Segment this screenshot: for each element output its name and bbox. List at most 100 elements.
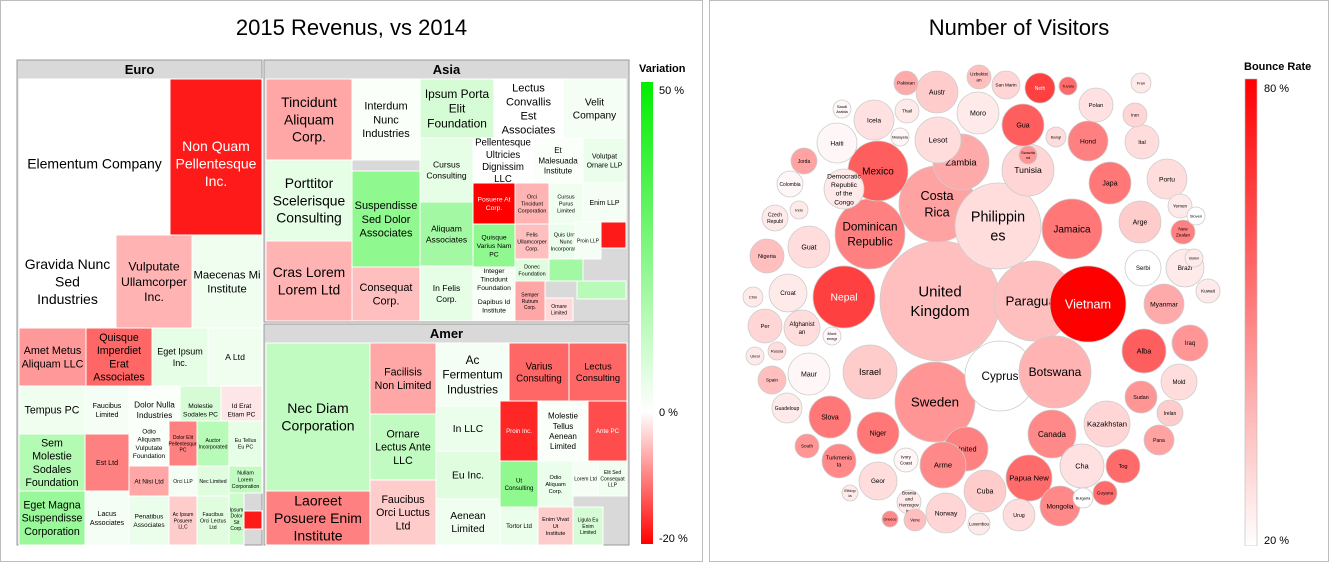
- treemap-tile-aenean-limited[interactable]: [435, 498, 501, 546]
- treemap-tile-blank[interactable]: [548, 258, 584, 282]
- bubble-guat[interactable]: [787, 225, 831, 269]
- treemap-tile-eu-tellus-eu-pc[interactable]: [228, 420, 263, 467]
- treemap-tile-pellentesque-ultricies-dignissim-llc[interactable]: [472, 137, 534, 184]
- treemap-tile-amet-metus-aliquam-llc[interactable]: [18, 327, 87, 387]
- bubble-bulgaria[interactable]: [1072, 487, 1094, 509]
- treemap-tile-blank[interactable]: [243, 510, 263, 530]
- bubble-niger[interactable]: [856, 411, 900, 455]
- treemap-tile-facilisis-non-limited[interactable]: [369, 342, 437, 415]
- bubble-croat[interactable]: [768, 273, 808, 313]
- treemap-tile-dolor-elit-pellentesque-pc[interactable]: [168, 420, 198, 467]
- bubble-jorda[interactable]: [790, 147, 818, 175]
- treemap-tile-velit-company[interactable]: [562, 78, 627, 139]
- treemap-tile-eget-ipsum-inc[interactable]: [151, 327, 209, 387]
- bubble-alba[interactable]: [1121, 328, 1167, 374]
- bubble-arme[interactable]: [919, 441, 967, 489]
- bubble-thail[interactable]: [894, 98, 920, 124]
- bubble-mont-enegr[interactable]: [822, 326, 842, 346]
- bubble-moro[interactable]: [956, 91, 1000, 135]
- bubble-kuwait[interactable]: [1195, 278, 1221, 304]
- bubble-vene[interactable]: [903, 508, 927, 532]
- bubble-japa[interactable]: [1088, 161, 1132, 205]
- bubble-mold[interactable]: [1160, 363, 1198, 401]
- bubble-iraq[interactable]: [1171, 324, 1209, 362]
- treemap-tile-orci-llp[interactable]: [168, 465, 198, 497]
- bubble-turkmenista[interactable]: [821, 443, 857, 479]
- treemap-tile-est-ltd[interactable]: [84, 433, 130, 492]
- treemap-tile-lorem-ltd[interactable]: [572, 460, 599, 497]
- treemap-tile-et-malesuada-institute[interactable]: [532, 137, 584, 184]
- bubble-portu[interactable]: [1146, 158, 1188, 200]
- bubble-new-zealan[interactable]: [1170, 219, 1196, 245]
- bubble-israel[interactable]: [842, 344, 898, 400]
- treemap-tile-maecenas-mi-institute[interactable]: [191, 234, 263, 329]
- bubble-polan[interactable]: [1078, 87, 1114, 123]
- treemap-tile-blank[interactable]: [576, 280, 627, 300]
- bubble-arge[interactable]: [1118, 200, 1162, 244]
- treemap-tile-cursus-consulting[interactable]: [419, 137, 474, 203]
- bubble-russia[interactable]: [767, 341, 787, 361]
- treemap-tile-in-felis-corp[interactable]: [419, 265, 474, 322]
- bubble-ethiopia[interactable]: [841, 484, 859, 502]
- treemap-tile-dapibus-id-institute[interactable]: [472, 290, 516, 322]
- treemap-tile-aliquam-associates[interactable]: [419, 201, 474, 267]
- bubble-sloven[interactable]: [1186, 206, 1206, 226]
- bubble-geor[interactable]: [858, 461, 898, 501]
- treemap-tile-ligula-eu-enim-limited[interactable]: [572, 506, 604, 546]
- bubble-fran[interactable]: [1130, 72, 1152, 94]
- bubble-myanmar[interactable]: [1143, 283, 1185, 325]
- bubble-dominican-republic[interactable]: [834, 198, 906, 270]
- treemap-tile-nullam-lorem-corporation[interactable]: [228, 465, 263, 494]
- treemap-tile-at-nisi-ltd[interactable]: [128, 465, 170, 497]
- treemap-tile-laoreet-posuere-enim-institute[interactable]: [265, 490, 371, 546]
- bubble-south[interactable]: [794, 433, 820, 459]
- bubble-nepal[interactable]: [812, 265, 876, 329]
- bubble-cuba[interactable]: [963, 469, 1007, 513]
- treemap-tile-auctor-incorporated[interactable]: [196, 420, 230, 467]
- treemap-tile-tincidunt-aliquam-corp[interactable]: [265, 78, 353, 161]
- treemap-tile-ac-ipsum-posuere-llc[interactable]: [168, 495, 198, 546]
- treemap-tile-eget-magna-suspendisse-corporation[interactable]: [18, 490, 86, 546]
- bubble-icela[interactable]: [853, 99, 895, 141]
- treemap-tile-tortor-ltd[interactable]: [499, 506, 539, 546]
- bubble-greece[interactable]: [881, 510, 899, 528]
- treemap-tile-ornare-limited[interactable]: [544, 297, 574, 322]
- treemap-tile-lacus-associates[interactable]: [84, 490, 130, 546]
- treemap-tile-nec-limited[interactable]: [196, 465, 230, 497]
- bubble-ukrai[interactable]: [745, 346, 765, 366]
- treemap-tile-semper-rutrum-corp[interactable]: [514, 280, 546, 322]
- bubble-yemen[interactable]: [1167, 193, 1193, 219]
- bubble-neth[interactable]: [1024, 72, 1056, 104]
- bubble-urug[interactable]: [1002, 498, 1036, 532]
- treemap-tile-blank[interactable]: [600, 221, 627, 249]
- treemap-tile-quisque-imperdiet-erat-associates[interactable]: [85, 327, 153, 387]
- treemap-tile-ipsum-porta-elit-foundation[interactable]: [419, 78, 495, 139]
- treemap-tile-faucibus-orci-luctus-ltd[interactable]: [369, 479, 437, 546]
- treemap-tile-ante-pc[interactable]: [587, 400, 628, 462]
- bubble-san-marin[interactable]: [991, 70, 1021, 100]
- bubble-ivory-coast[interactable]: [893, 447, 919, 473]
- bubble-lesot[interactable]: [914, 116, 962, 164]
- bubble-nigeria[interactable]: [749, 238, 785, 274]
- bubble-slova[interactable]: [808, 395, 852, 439]
- bubble-gua[interactable]: [1001, 103, 1045, 147]
- bubble-guyana[interactable]: [1092, 480, 1118, 506]
- treemap-tile-tempus-pc[interactable]: [18, 385, 86, 435]
- bubble-per[interactable]: [747, 308, 783, 344]
- bubble-irelan[interactable]: [1156, 399, 1184, 427]
- treemap-tile-posuere-at-corp[interactable]: [472, 182, 516, 225]
- treemap-tile-interdum-nunc-industries[interactable]: [351, 78, 421, 161]
- bubble-indo[interactable]: [789, 200, 809, 220]
- treemap-tile-cras-lorem-lorem-ltd[interactable]: [265, 240, 353, 322]
- treemap-tile-faucibus-limited[interactable]: [84, 385, 130, 435]
- bubble-haiti[interactable]: [816, 122, 858, 164]
- bubble-afghanistan[interactable]: [783, 309, 821, 347]
- bubble-pana[interactable]: [1143, 424, 1175, 456]
- bubble-papua-new[interactable]: [1005, 454, 1053, 502]
- bubble-vietnam[interactable]: [1049, 265, 1127, 343]
- bubble-sweden[interactable]: [894, 361, 976, 443]
- bubble-philippines[interactable]: [954, 182, 1042, 270]
- bubble-bangl[interactable]: [1045, 126, 1067, 148]
- treemap-tile-elit-sed-consequat-llp[interactable]: [597, 460, 628, 497]
- bubble-botswana[interactable]: [1018, 335, 1092, 409]
